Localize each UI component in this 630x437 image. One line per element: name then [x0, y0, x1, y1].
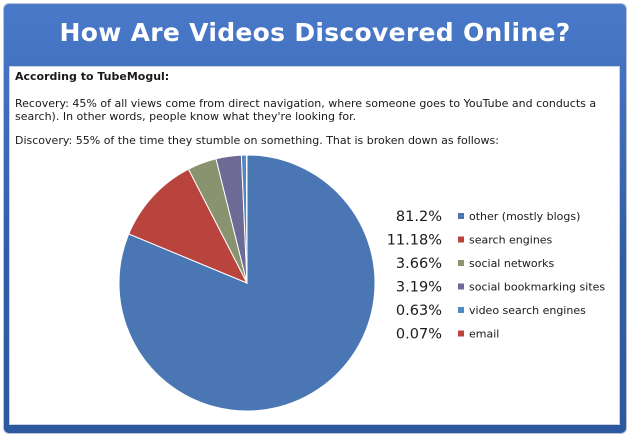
legend-label: social networks: [469, 257, 555, 270]
legend-label: other (mostly blogs): [469, 210, 580, 223]
legend-swatch: [458, 260, 464, 266]
source-heading: According to TubeMogul:: [15, 70, 170, 83]
legend-label: social bookmarking sites: [469, 281, 605, 294]
percent-label: 3.19%: [396, 280, 442, 296]
chart-legend: other (mostly blogs) search engines social…: [458, 210, 605, 341]
percent-label: 11.18%: [387, 233, 442, 249]
legend-swatch: [458, 283, 464, 290]
pie-slices: [118, 154, 376, 412]
recovery-paragraph: Recovery: 45% of all views come from dir…: [15, 97, 597, 123]
percent-label: 0.63%: [396, 303, 442, 319]
percent-label: 3.66%: [396, 256, 442, 272]
pie-slice-search-engines: [128, 168, 249, 284]
pie-slice-email: [245, 154, 248, 284]
legend-label: video search engines: [469, 304, 586, 317]
legend-label: search engines: [469, 234, 553, 247]
page-title: How Are Videos Discovered Online?: [59, 18, 571, 47]
percent-label: 81.2%: [396, 209, 442, 225]
legend-swatch: [458, 330, 464, 337]
legend-label: email: [469, 328, 499, 341]
discovery-paragraph: Discovery: 55% of the time they stumble …: [15, 134, 499, 147]
legend-swatch: [458, 213, 464, 219]
legend-swatch: [458, 307, 464, 313]
legend-swatch: [458, 236, 464, 243]
percent-label: 0.07%: [396, 327, 442, 343]
percentage-labels: 81.2% 11.18% 3.66% 3.19% 0.63% 0.07%: [387, 209, 442, 343]
